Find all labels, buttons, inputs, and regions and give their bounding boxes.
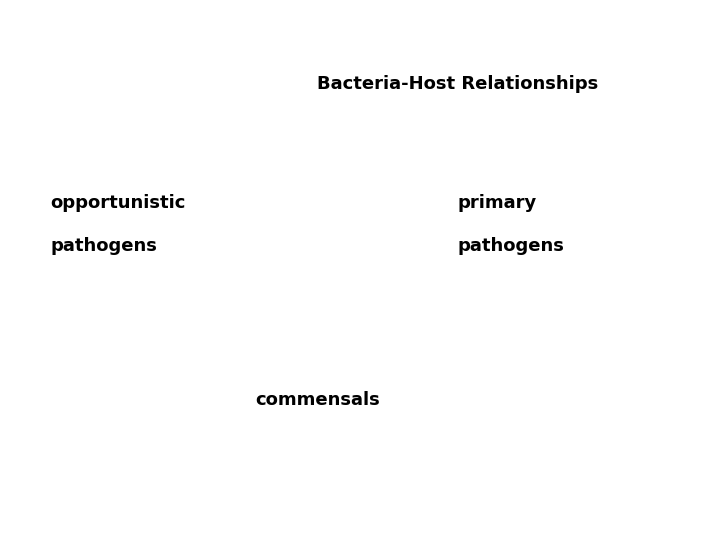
- Text: pathogens: pathogens: [50, 237, 157, 255]
- Text: pathogens: pathogens: [457, 237, 564, 255]
- Text: primary: primary: [457, 193, 536, 212]
- Text: commensals: commensals: [256, 390, 380, 409]
- Text: opportunistic: opportunistic: [50, 193, 186, 212]
- Text: Bacteria-Host Relationships: Bacteria-Host Relationships: [317, 75, 598, 93]
